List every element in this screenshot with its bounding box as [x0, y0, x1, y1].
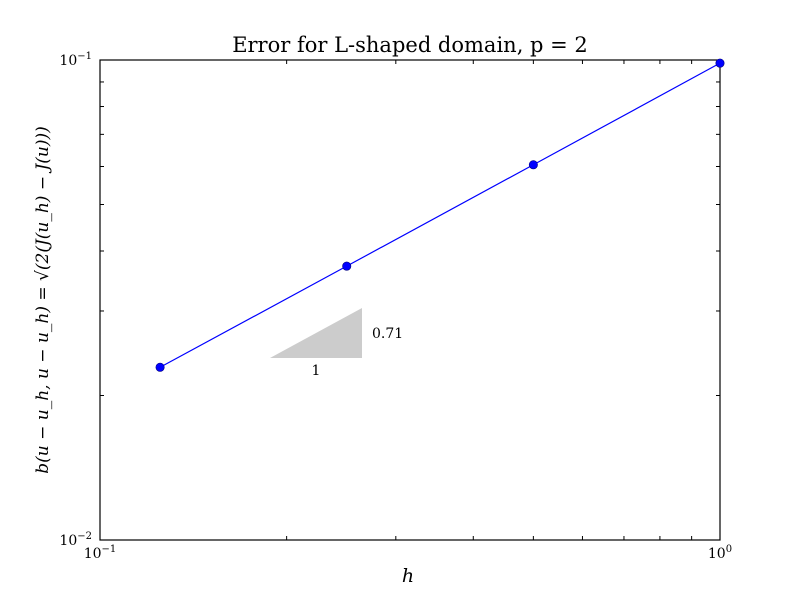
- y-tick-label: 10−2: [59, 531, 92, 549]
- plot-area: [99, 59, 721, 541]
- y-axis-label: b(u − u_h, u − u_h) = √(2(J(u_h) − J(u))…: [33, 126, 53, 474]
- x-tick-label: 100: [708, 544, 732, 562]
- chart-title: Error for L-shaped domain, p = 2: [232, 33, 588, 57]
- slope-rise-label: 0.71: [372, 326, 403, 342]
- y-tick-label: 10−1: [59, 51, 92, 69]
- series-line: [159, 62, 721, 368]
- data-point: [342, 261, 352, 271]
- slope-run-label: 1: [312, 363, 321, 379]
- data-point: [155, 362, 165, 372]
- series-group: [155, 58, 725, 372]
- x-tick-label: 10−1: [84, 544, 117, 562]
- x-axis-label: h: [402, 565, 414, 587]
- slope-triangle: 1 0.71: [270, 308, 403, 379]
- data-point: [715, 58, 725, 68]
- data-point: [528, 160, 538, 170]
- slope-triangle-shape: [270, 308, 362, 358]
